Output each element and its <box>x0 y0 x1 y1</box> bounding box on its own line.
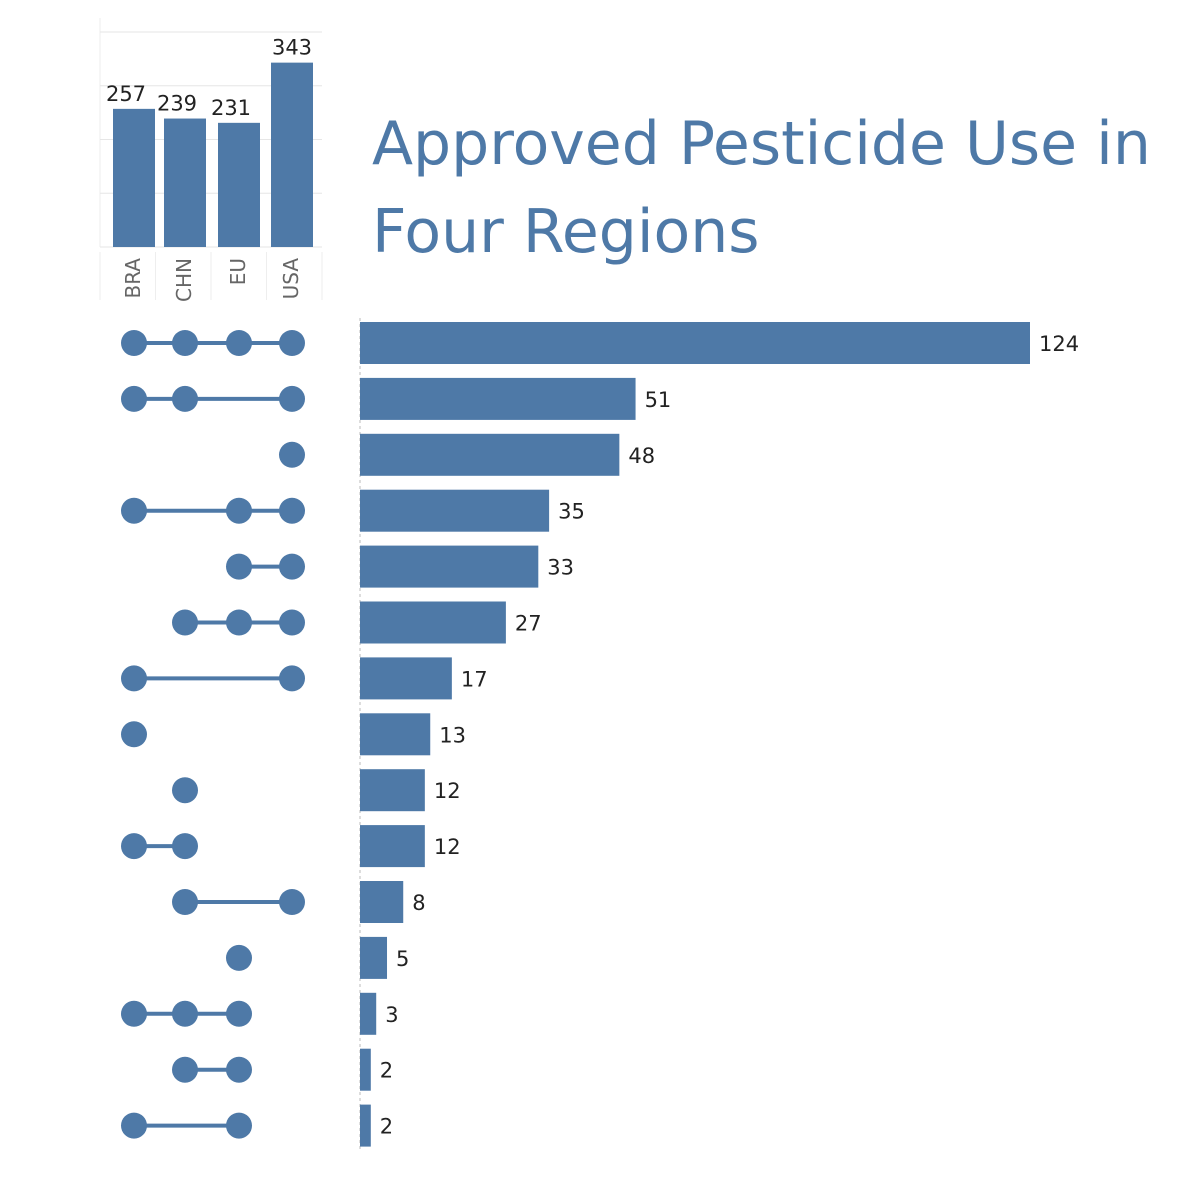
matrix-row <box>121 721 147 748</box>
matrix-dot-bra <box>121 1112 147 1139</box>
intersection-bar <box>360 377 636 420</box>
intersection-label: 8 <box>412 891 425 915</box>
set-size-bars <box>113 62 313 248</box>
intersection-bar <box>360 322 1030 364</box>
intersection-bar <box>360 713 431 756</box>
intersection-bar <box>360 1048 371 1091</box>
matrix-dot-usa <box>279 385 305 412</box>
intersection-label: 13 <box>439 723 466 747</box>
matrix-row <box>121 665 305 692</box>
intersection-label: 124 <box>1039 332 1079 356</box>
intersection-label: 5 <box>396 947 409 971</box>
matrix-dot-bra <box>121 1000 147 1027</box>
set-size-bar-chn <box>164 118 206 247</box>
matrix-dot-chn <box>172 385 198 412</box>
matrix-row <box>172 609 305 636</box>
matrix-dot-bra <box>121 330 147 356</box>
intersection-bar <box>360 825 425 868</box>
matrix-dot-usa <box>279 441 305 468</box>
matrix-dot-chn <box>172 330 198 356</box>
matrix-dot-chn <box>172 609 198 636</box>
matrix-dot-usa <box>279 609 305 636</box>
matrix-row <box>121 385 305 412</box>
matrix-dot-chn <box>172 889 198 915</box>
intersection-label: 2 <box>380 1059 393 1083</box>
intersection-bar <box>360 489 550 532</box>
matrix-row <box>279 441 305 468</box>
matrix-dot-eu <box>226 609 252 636</box>
matrix-row <box>121 497 305 524</box>
intersection-label: 3 <box>385 1003 398 1027</box>
matrix-row <box>121 833 198 860</box>
matrix-row <box>172 1056 252 1083</box>
category-label-chn: CHN <box>172 258 196 302</box>
category-label-bra: BRA <box>121 258 145 299</box>
matrix-dot-eu <box>226 944 252 971</box>
category-label-usa: USA <box>279 258 303 300</box>
matrix-row <box>172 777 198 804</box>
intersection-label: 27 <box>515 612 542 636</box>
set-size-category-labels: BRA CHN EU USA <box>121 258 303 302</box>
intersection-bar <box>360 881 404 923</box>
intersection-label: 12 <box>434 835 461 859</box>
set-size-bar-chart: 257 239 231 343 BRA CHN EU USA <box>99 18 323 302</box>
matrix-row <box>121 1112 252 1139</box>
matrix-dot-eu <box>226 497 252 524</box>
matrix-dot-bra <box>121 833 147 860</box>
intersection-bar <box>360 936 388 979</box>
matrix-row <box>172 889 305 915</box>
matrix-dot-bra <box>121 385 147 412</box>
intersection-bar <box>360 433 620 476</box>
matrix-dot-eu <box>226 553 252 580</box>
category-label-eu: EU <box>226 258 250 285</box>
matrix-dot-usa <box>279 497 305 524</box>
matrix-dot-chn <box>172 1000 198 1027</box>
intersection-label: 2 <box>380 1115 393 1139</box>
intersection-label: 51 <box>645 388 672 412</box>
intersection-bar <box>360 601 506 644</box>
matrix-row <box>226 553 305 580</box>
matrix-dot-usa <box>279 330 305 356</box>
set-size-data-labels: 257 239 231 343 <box>106 36 312 120</box>
set-size-label-usa: 343 <box>272 36 312 60</box>
chart-title: Approved Pesticide Use in Four Regions <box>372 109 1151 267</box>
intersection-bar <box>360 1104 371 1147</box>
matrix-dot-bra <box>121 665 147 692</box>
intersection-bar <box>360 992 377 1035</box>
matrix-dot-bra <box>121 497 147 524</box>
matrix-dot-eu <box>226 1112 252 1139</box>
intersection-label: 12 <box>434 779 461 803</box>
matrix-dot-chn <box>172 777 198 804</box>
intersection-label: 17 <box>461 667 488 691</box>
matrix-dot-eu <box>226 1000 252 1027</box>
matrix-dot-chn <box>172 1056 198 1083</box>
intersection-matrix <box>121 330 305 1139</box>
matrix-dot-usa <box>279 889 305 915</box>
set-size-label-eu: 231 <box>211 96 251 120</box>
matrix-dot-usa <box>279 553 305 580</box>
matrix-row <box>226 944 252 971</box>
matrix-dot-eu <box>226 330 252 356</box>
matrix-dot-bra <box>121 721 147 748</box>
intersection-data-labels: 124 51 48 35 33 27 17 13 12 12 8 5 3 2 2 <box>380 332 1079 1139</box>
intersection-bar <box>360 657 452 700</box>
intersection-bar <box>360 545 539 588</box>
intersection-bars <box>360 322 1030 1147</box>
intersection-bar <box>360 769 425 812</box>
matrix-row <box>121 1000 252 1027</box>
matrix-dot-usa <box>279 665 305 692</box>
matrix-dot-chn <box>172 833 198 860</box>
set-size-label-bra: 257 <box>106 82 146 106</box>
set-size-label-chn: 239 <box>157 92 197 116</box>
set-size-bar-usa <box>271 62 313 248</box>
set-size-bar-bra <box>113 108 155 247</box>
matrix-row <box>121 330 305 356</box>
intersection-label: 35 <box>558 500 585 524</box>
intersection-label: 33 <box>547 556 574 580</box>
set-size-bar-eu <box>218 122 260 247</box>
intersection-label: 48 <box>628 444 655 468</box>
matrix-dot-eu <box>226 1056 252 1083</box>
